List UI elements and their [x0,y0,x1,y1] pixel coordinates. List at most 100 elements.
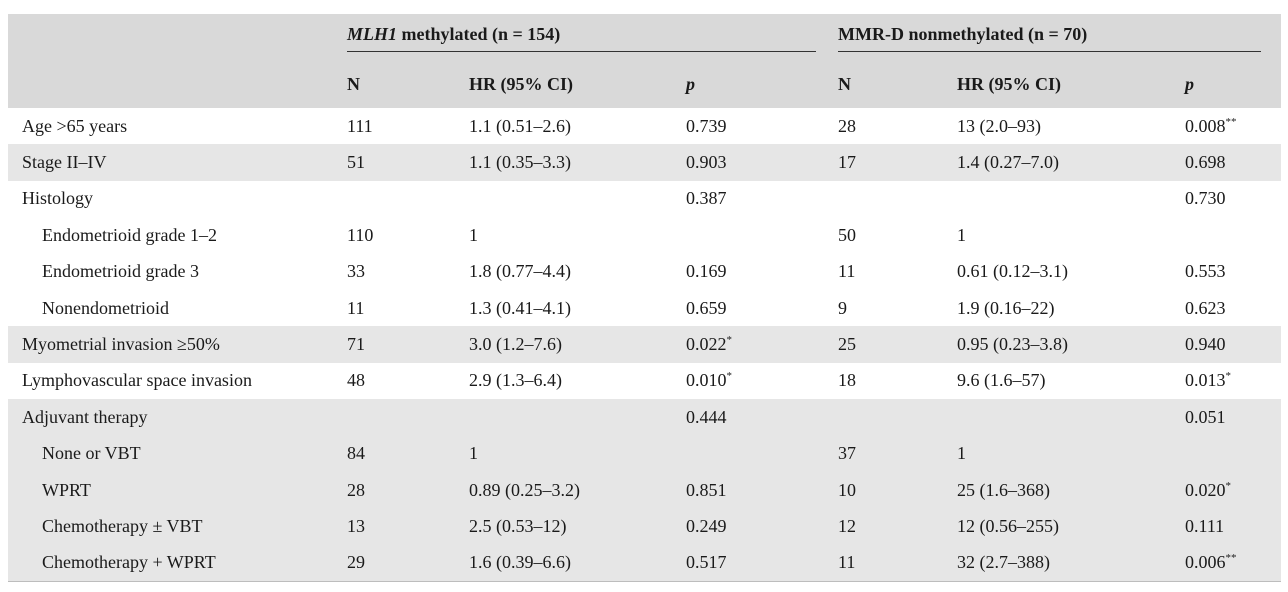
mmrd-p-cell [1185,217,1281,253]
mmrd-p-cell-text: 0.008 [1185,115,1226,136]
row-label: Lymphovascular space invasion [8,363,347,399]
mmrd-n-cell-text: 11 [838,552,856,573]
mmrd-p-cell: 0.111 [1185,508,1282,545]
mlh1-hr-cell: 2.9 (1.3–6.4) [469,363,686,399]
mlh1-p-cell: 0.169 [686,254,838,290]
mlh1-hr-cell-text: 1.3 (0.41–4.1) [469,297,571,318]
mlh1-n-cell: 28 [347,471,469,509]
mlh1-n-cell-text: 111 [347,115,373,136]
row-label: Stage II–IV [8,144,347,181]
mmrd-n-cell-text: 9 [838,297,847,318]
mmrd-n-cell: 37 [838,435,957,472]
mmrd-n-cell: 11 [838,544,957,582]
subheader-n-2: N [838,61,957,108]
mlh1-hr-cell-text: 2.5 (0.53–12) [469,515,567,536]
mmrd-p-cell [1185,435,1282,472]
mlh1-n-cell-text: 13 [347,515,365,536]
mlh1-hr-cell-text: 3.0 (1.2–7.6) [469,334,562,355]
mlh1-hr-cell: 1 [469,435,686,472]
mlh1-n-cell-text: 48 [347,370,365,391]
row-label: Endometrioid grade 3 [8,254,347,290]
mlh1-n-cell: 84 [347,435,469,472]
row-label: Age >65 years [8,108,347,144]
mmrd-n-cell-text: 28 [838,115,856,136]
mlh1-hr-cell: 3.0 (1.2–7.6) [469,326,686,363]
mlh1-hr-cell: 0.89 (0.25–3.2) [469,471,686,509]
mlh1-hr-cell-text: 2.9 (1.3–6.4) [469,370,562,391]
mlh1-hr-cell: 1.1 (0.35–3.3) [469,144,686,181]
mmrd-p-cell: 0.006** [1185,544,1282,582]
mlh1-hr-cell: 1.6 (0.39–6.6) [469,544,686,582]
significance-marker: * [1225,479,1232,492]
mmrd-hr-cell-text: 13 (2.0–93) [957,115,1041,136]
significance-marker: * [1225,370,1232,383]
mlh1-hr-cell: 2.5 (0.53–12) [469,508,686,545]
mlh1-n-cell: 11 [347,290,469,326]
results-table-container: MLH1 methylated (n = 154) MMR-D nonmethy… [8,14,1282,582]
mmrd-n-cell-text: 17 [838,152,856,173]
row-label: Nonendometrioid [8,290,347,326]
subheader-hr-1: HR (95% CI) [469,61,686,108]
mlh1-hr-cell [469,399,686,436]
table-body: Age >65 years 111 1.1 (0.51–2.6) 0.739 28 13 … [8,108,1282,582]
mmrd-n-cell-text: 37 [838,443,856,464]
mmrd-p-cell: 0.553 [1185,254,1281,290]
table-row: Histology 0.387 0.730 [8,181,1281,217]
subheader-n-1: N [347,61,469,108]
mmrd-n-cell: 12 [838,508,957,545]
significance-marker: ** [1225,115,1237,128]
mlh1-n-cell-text: 84 [347,443,365,464]
mlh1-n-cell: 111 [347,108,469,144]
row-label-text: Adjuvant therapy [22,406,148,427]
mmrd-hr-cell-text: 32 (2.7–388) [957,552,1050,573]
table-header: MLH1 methylated (n = 154) MMR-D nonmethy… [8,14,1282,108]
mmrd-hr-cell: 0.95 (0.23–3.8) [957,326,1185,363]
group-header-mmrd: MMR-D nonmethylated (n = 70) [838,14,1282,61]
mmrd-hr-cell-text: 12 (0.56–255) [957,515,1059,536]
row-label-text: Stage II–IV [22,152,107,173]
mlh1-hr-cell-text: 1.6 (0.39–6.6) [469,552,571,573]
mmrd-hr-cell: 1.4 (0.27–7.0) [957,144,1185,181]
mmrd-n-cell-text: 11 [838,261,856,282]
row-label: WPRT [8,471,347,509]
mlh1-p-cell-text: 0.851 [686,479,727,500]
row-label: Histology [8,181,347,217]
mlh1-n-cell [347,399,469,436]
row-label: None or VBT [8,435,347,472]
mmrd-hr-cell: 1.9 (0.16–22) [957,290,1185,326]
mmrd-n-cell: 11 [838,254,957,290]
table-row: Myometrial invasion ≥50% 71 3.0 (1.2–7.6) 0… [8,326,1282,363]
mlh1-hr-cell [469,181,686,217]
row-label-text: None or VBT [42,443,141,464]
mlh1-p-cell-text: 0.903 [686,152,727,173]
mmrd-n-cell: 50 [838,217,957,253]
mmrd-n-cell-text: 25 [838,334,856,355]
table-row: None or VBT 84 1 37 1 [8,435,1282,472]
mlh1-p-cell: 0.444 [686,399,838,436]
mmrd-p-cell-text: 0.698 [1185,152,1226,173]
mlh1-n-cell-text: 110 [347,224,374,245]
mmrd-hr-cell-text: 1 [957,443,966,464]
mmrd-p-cell-text: 0.553 [1185,261,1226,282]
row-label-text: Myometrial invasion ≥50% [22,334,220,355]
mlh1-p-cell-text: 0.444 [686,406,727,427]
row-label: Chemotherapy ± VBT [8,508,347,545]
mmrd-hr-cell: 1 [957,217,1185,253]
mmrd-hr-cell-text: 0.95 (0.23–3.8) [957,334,1068,355]
mmrd-p-cell-text: 0.013 [1185,370,1226,391]
subheader-p-1: p [686,61,838,108]
mlh1-n-cell-text: 29 [347,552,365,573]
row-label-text: Age >65 years [22,115,128,136]
mlh1-p-cell: 0.903 [686,144,838,181]
table-row: Chemotherapy ± VBT 13 2.5 (0.53–12) 0.249 12… [8,508,1282,545]
mmrd-n-cell [838,181,957,217]
mlh1-hr-cell: 1.3 (0.41–4.1) [469,290,686,326]
mmrd-p-cell: 0.698 [1185,144,1282,181]
mmrd-hr-cell: 13 (2.0–93) [957,108,1185,144]
table-row: Lymphovascular space invasion 48 2.9 (1.3–… [8,363,1281,399]
mmrd-hr-cell: 32 (2.7–388) [957,544,1185,582]
mmrd-p-cell: 0.013* [1185,363,1281,399]
table-row: Endometrioid grade 1–2 110 1 50 1 [8,217,1281,253]
row-label-text: Endometrioid grade 3 [42,261,199,282]
mlh1-n-cell-text: 51 [347,152,365,173]
